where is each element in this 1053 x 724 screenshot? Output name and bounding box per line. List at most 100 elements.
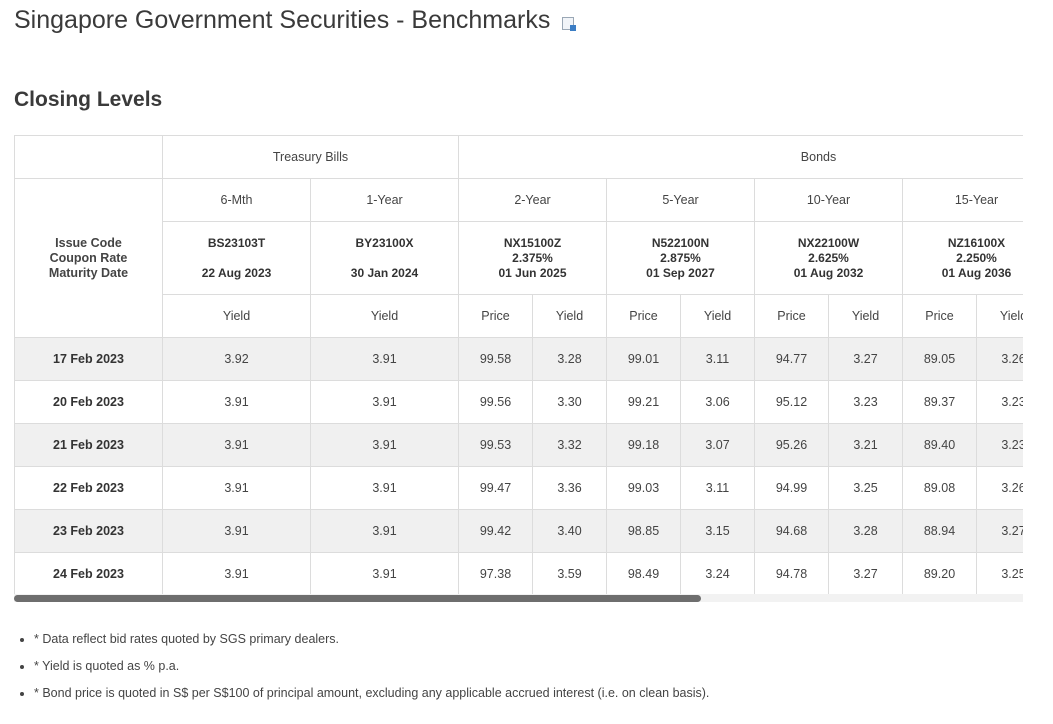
table-row: 23 Feb 2023 3.91 3.91 99.42 3.40 98.85 3… xyxy=(14,509,1023,553)
issue-coupon: 2.250% xyxy=(956,250,997,265)
cell-value: 89.40 xyxy=(902,423,977,467)
cell-value: 3.91 xyxy=(162,466,311,510)
table-row: 24 Feb 2023 3.91 3.91 97.38 3.59 98.49 3… xyxy=(14,552,1023,596)
cell-value: 99.01 xyxy=(606,337,681,381)
cell-value: 89.05 xyxy=(902,337,977,381)
issue-10year: NX22100W 2.625% 01 Aug 2032 xyxy=(754,221,903,295)
cell-value: 3.27 xyxy=(976,509,1023,553)
issue-code: NX15100Z xyxy=(503,235,562,250)
row-date: 23 Feb 2023 xyxy=(14,509,163,553)
table-row: 22 Feb 2023 3.91 3.91 99.47 3.36 99.03 3… xyxy=(14,466,1023,510)
spreadsheet-export-icon[interactable] xyxy=(562,16,577,31)
metric-10year-yield: Yield xyxy=(828,294,903,338)
cell-value: 89.37 xyxy=(902,380,977,424)
cell-value: 89.20 xyxy=(902,552,977,596)
cell-value: 3.24 xyxy=(680,552,755,596)
cell-value: 3.28 xyxy=(532,337,607,381)
issue-6mth: BS23103T 22 Aug 2023 xyxy=(162,221,311,295)
cell-value: 3.91 xyxy=(310,380,459,424)
issue-maturity: 22 Aug 2023 xyxy=(201,265,272,280)
cell-value: 99.18 xyxy=(606,423,681,467)
cell-value: 3.28 xyxy=(828,509,903,553)
row-date: 21 Feb 2023 xyxy=(14,423,163,467)
cell-value: 3.23 xyxy=(828,380,903,424)
metric-2year-price: Price xyxy=(458,294,533,338)
cell-value: 95.26 xyxy=(754,423,829,467)
table-row: 17 Feb 2023 3.92 3.91 99.58 3.28 99.01 3… xyxy=(14,337,1023,381)
issue-maturity: 01 Aug 2032 xyxy=(793,265,864,280)
cell-value: 88.94 xyxy=(902,509,977,553)
issue-code: NZ16100X xyxy=(947,235,1006,250)
cell-value: 94.78 xyxy=(754,552,829,596)
issue-code: BS23103T xyxy=(207,235,266,250)
cell-value: 3.32 xyxy=(532,423,607,467)
metric-15year-yield: Yield xyxy=(976,294,1023,338)
issue-2year: NX15100Z 2.375% 01 Jun 2025 xyxy=(458,221,607,295)
cell-value: 89.08 xyxy=(902,466,977,510)
cell-value: 3.07 xyxy=(680,423,755,467)
cell-value: 95.12 xyxy=(754,380,829,424)
metric-1year-yield: Yield xyxy=(310,294,459,338)
metric-row: Yield Yield Price Yield Price Yield Pric… xyxy=(15,294,1023,338)
metric-15year-price: Price xyxy=(902,294,977,338)
table-row: 21 Feb 2023 3.91 3.91 99.53 3.32 99.18 3… xyxy=(14,423,1023,467)
issue-code: NX22100W xyxy=(797,235,860,250)
cell-value: 98.49 xyxy=(606,552,681,596)
cell-value: 3.06 xyxy=(680,380,755,424)
issue-maturity: 01 Aug 2036 xyxy=(941,265,1012,280)
row-date: 17 Feb 2023 xyxy=(14,337,163,381)
tenor-15year: 15-Year xyxy=(902,178,1023,222)
table-row: 20 Feb 2023 3.91 3.91 99.56 3.30 99.21 3… xyxy=(14,380,1023,424)
cell-value: 99.58 xyxy=(458,337,533,381)
scrollbar-thumb[interactable] xyxy=(14,595,701,602)
note-item: * Yield is quoted as % p.a. xyxy=(34,659,709,673)
group-treasury-bills: Treasury Bills xyxy=(162,135,459,179)
cell-value: 99.56 xyxy=(458,380,533,424)
issue-1year: BY23100X 30 Jan 2024 xyxy=(310,221,459,295)
row-header-coupon-rate: Coupon Rate xyxy=(49,250,128,265)
cell-value: 3.91 xyxy=(310,423,459,467)
cell-value: 3.23 xyxy=(976,380,1023,424)
cell-value: 3.11 xyxy=(680,466,755,510)
metric-2year-yield: Yield xyxy=(532,294,607,338)
metric-5year-price: Price xyxy=(606,294,681,338)
horizontal-scrollbar[interactable] xyxy=(14,594,1023,602)
cell-value: 3.23 xyxy=(976,423,1023,467)
cell-value: 3.26 xyxy=(976,337,1023,381)
row-date: 20 Feb 2023 xyxy=(14,380,163,424)
issue-5year: N522100N 2.875% 01 Sep 2027 xyxy=(606,221,755,295)
cell-value: 3.91 xyxy=(310,466,459,510)
benchmarks-table-scroll[interactable]: Treasury Bills Bonds Issue Code Coupon R… xyxy=(14,135,1023,601)
benchmarks-table: Treasury Bills Bonds Issue Code Coupon R… xyxy=(14,135,1023,596)
issue-coupon: 2.625% xyxy=(808,250,849,265)
section-title: Closing Levels xyxy=(14,88,163,111)
cell-value: 3.21 xyxy=(828,423,903,467)
metric-6mth-yield: Yield xyxy=(162,294,311,338)
cell-value: 3.27 xyxy=(828,552,903,596)
page-title: Singapore Government Securities - Benchm… xyxy=(14,6,577,35)
cell-value: 3.26 xyxy=(976,466,1023,510)
cell-value: 3.36 xyxy=(532,466,607,510)
cell-value: 3.91 xyxy=(310,509,459,553)
cell-value: 3.92 xyxy=(162,337,311,381)
issue-coupon: 2.875% xyxy=(660,250,701,265)
cell-value: 3.91 xyxy=(162,423,311,467)
cell-value: 98.85 xyxy=(606,509,681,553)
tenor-10year: 10-Year xyxy=(754,178,903,222)
metric-10year-price: Price xyxy=(754,294,829,338)
row-header-maturity-date: Maturity Date xyxy=(48,265,129,280)
issue-coupon: 2.375% xyxy=(512,250,553,265)
cell-value: 3.59 xyxy=(532,552,607,596)
tenor-1year: 1-Year xyxy=(310,178,459,222)
issue-15year: NZ16100X 2.250% 01 Aug 2036 xyxy=(902,221,1023,295)
cell-value: 94.68 xyxy=(754,509,829,553)
note-item: * Bond price is quoted in S$ per S$100 o… xyxy=(34,686,709,700)
cell-value: 94.77 xyxy=(754,337,829,381)
cell-value: 3.25 xyxy=(976,552,1023,596)
cell-value: 97.38 xyxy=(458,552,533,596)
notes-list: * Data reflect bid rates quoted by SGS p… xyxy=(22,632,709,713)
row-date: 24 Feb 2023 xyxy=(14,552,163,596)
row-header-issue-code: Issue Code xyxy=(55,235,122,250)
issue-code: N522100N xyxy=(651,235,710,250)
cell-value: 99.03 xyxy=(606,466,681,510)
